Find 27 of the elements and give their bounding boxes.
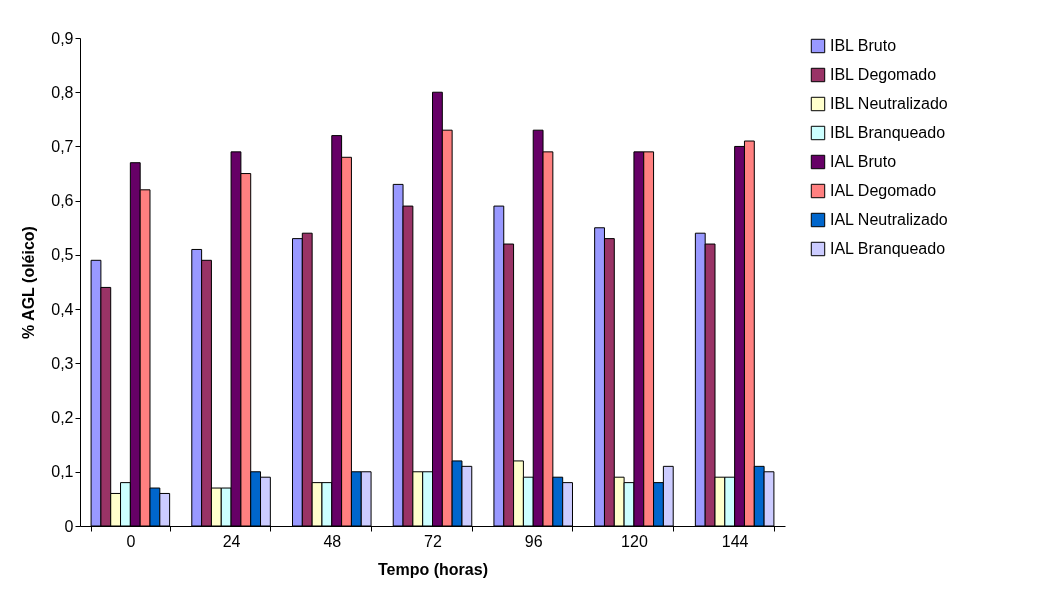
y-tick-label: 0: [64, 517, 74, 535]
y-tick-label: 0,1: [51, 463, 74, 481]
y-tick-label: 0,5: [51, 246, 74, 264]
legend-label: IBL Neutralizado: [830, 95, 948, 112]
y-tick-label: 0,7: [51, 137, 74, 155]
x-tick-label: 48: [323, 532, 342, 550]
y-tick-label: 0,4: [51, 300, 74, 318]
y-tick-label: 0,3: [51, 354, 74, 372]
y-tick-label: 0,6: [51, 192, 74, 210]
legend-label: IBL Degomado: [830, 66, 937, 83]
legend-label: IAL Degomado: [830, 182, 937, 199]
legend-label: IBL Branqueado: [830, 124, 946, 141]
x-tick-label: 72: [424, 532, 442, 550]
y-tick-label: 0,2: [51, 409, 74, 427]
x-tick-label: 120: [621, 532, 648, 550]
legend-label: IBL Bruto: [830, 37, 897, 54]
x-tick-label: 144: [721, 532, 749, 550]
x-axis-title: Tempo (horas): [378, 560, 488, 578]
legend-label: IAL Neutralizado: [830, 211, 948, 228]
y-tick-label: 0,9: [51, 29, 74, 47]
legend-label: IAL Branqueado: [830, 240, 946, 257]
x-tick-label: 24: [222, 532, 241, 550]
x-tick-label: 96: [524, 532, 543, 550]
x-tick-label: 0: [126, 532, 136, 550]
y-axis-title: % AGL (oléico): [20, 226, 38, 339]
legend-label: IAL Bruto: [830, 153, 897, 170]
y-tick-label: 0,8: [51, 83, 74, 101]
